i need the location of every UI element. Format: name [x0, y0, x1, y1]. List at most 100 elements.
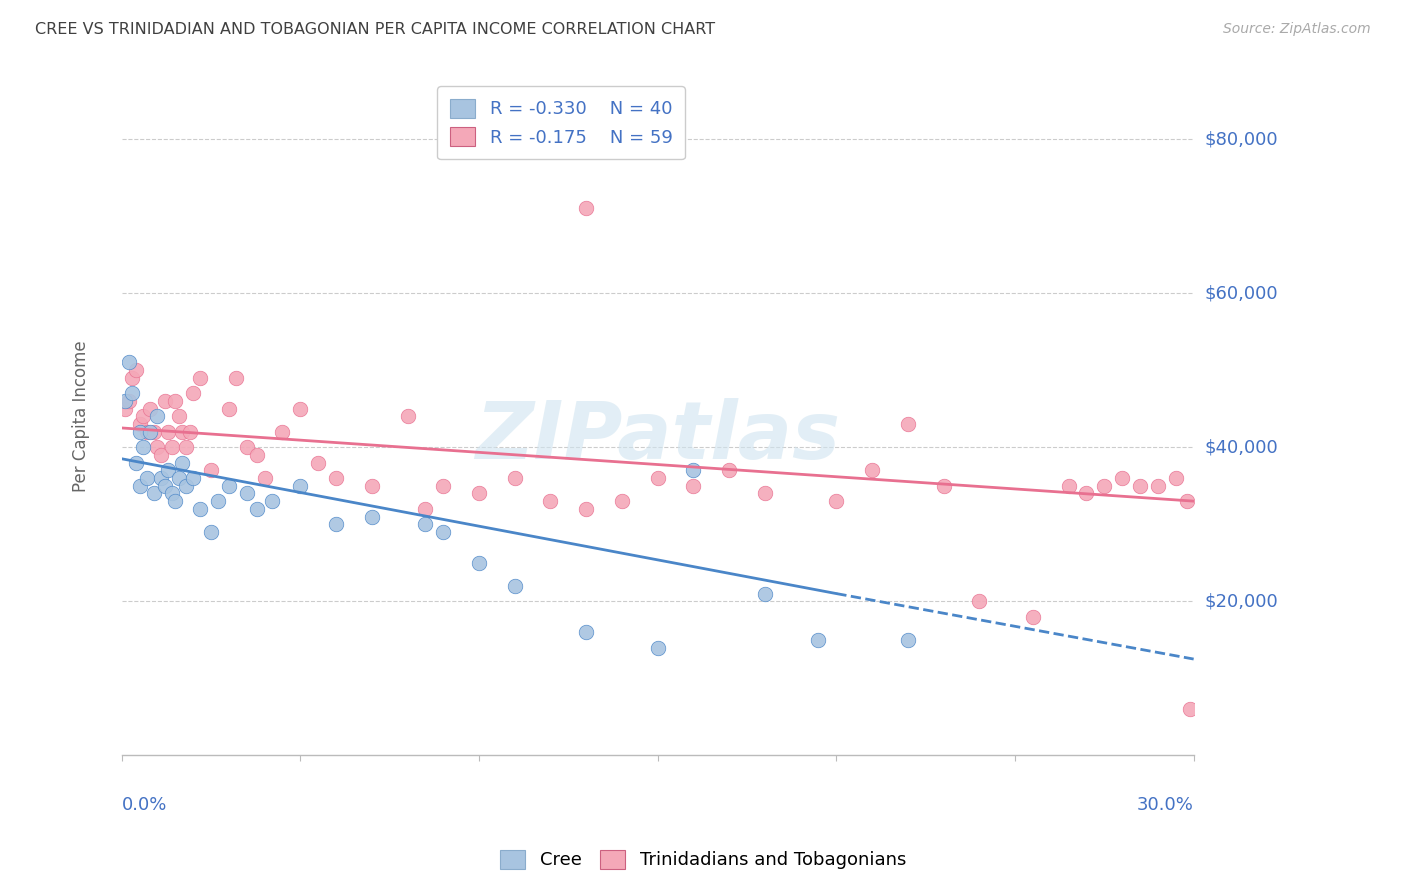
Point [153, 479, 176, 493]
Point [128, 479, 150, 493]
Point [181, 386, 204, 401]
Point [179, 425, 201, 439]
Point [174, 440, 197, 454]
Point [468, 556, 491, 570]
Point [121, 386, 143, 401]
Point [246, 501, 269, 516]
Point [128, 425, 150, 439]
Point [149, 471, 172, 485]
Point [932, 479, 955, 493]
Point [503, 579, 526, 593]
Point [807, 632, 830, 647]
Point [135, 425, 157, 439]
Point [253, 471, 276, 485]
Point [1129, 479, 1152, 493]
Point [897, 417, 920, 431]
Point [647, 640, 669, 655]
Point [218, 479, 240, 493]
Text: 30.0%: 30.0% [1137, 796, 1194, 814]
Point [825, 494, 848, 508]
Point [754, 586, 776, 600]
Text: Per Capita Income: Per Capita Income [72, 341, 90, 492]
Point [718, 463, 741, 477]
Point [167, 471, 190, 485]
Text: $60,000: $60,000 [1205, 285, 1278, 302]
Point [218, 401, 240, 416]
Point [157, 463, 180, 477]
Point [610, 494, 633, 508]
Point [157, 425, 180, 439]
Point [207, 494, 229, 508]
Point [325, 471, 347, 485]
Point [575, 202, 598, 216]
Point [153, 394, 176, 409]
Text: $40,000: $40,000 [1205, 438, 1278, 456]
Point [647, 471, 669, 485]
Point [121, 371, 143, 385]
Point [1175, 494, 1198, 508]
Legend: Cree, Trinidadians and Tobagonians: Cree, Trinidadians and Tobagonians [491, 841, 915, 879]
Point [188, 501, 211, 516]
Point [160, 440, 183, 454]
Point [1111, 471, 1133, 485]
Point [132, 409, 155, 424]
Point [575, 625, 598, 640]
Point [165, 394, 187, 409]
Point [146, 409, 169, 424]
Point [290, 479, 312, 493]
Point [1022, 609, 1045, 624]
Point [114, 401, 136, 416]
Text: Source: ZipAtlas.com: Source: ZipAtlas.com [1223, 22, 1371, 37]
Point [188, 371, 211, 385]
Text: $20,000: $20,000 [1205, 592, 1278, 610]
Point [307, 456, 329, 470]
Point [325, 517, 347, 532]
Point [246, 448, 269, 462]
Point [1178, 702, 1201, 716]
Point [415, 517, 437, 532]
Point [260, 494, 283, 508]
Point [271, 425, 294, 439]
Point [174, 479, 197, 493]
Point [165, 494, 187, 508]
Point [118, 394, 141, 409]
Point [432, 524, 454, 539]
Legend: R = -0.330    N = 40, R = -0.175    N = 59: R = -0.330 N = 40, R = -0.175 N = 59 [437, 87, 685, 160]
Point [142, 425, 165, 439]
Point [1164, 471, 1187, 485]
Point [125, 363, 148, 377]
Point [118, 355, 141, 369]
Point [360, 479, 382, 493]
Point [160, 486, 183, 500]
Point [114, 394, 136, 409]
Point [1147, 479, 1170, 493]
Point [132, 440, 155, 454]
Point [225, 371, 247, 385]
Point [290, 401, 312, 416]
Point [432, 479, 454, 493]
Point [754, 486, 776, 500]
Point [540, 494, 562, 508]
Point [682, 463, 704, 477]
Text: ZIPatlas: ZIPatlas [475, 398, 841, 475]
Point [967, 594, 990, 608]
Text: 0.0%: 0.0% [122, 796, 167, 814]
Point [897, 632, 920, 647]
Point [149, 448, 172, 462]
Point [139, 401, 162, 416]
Point [167, 409, 190, 424]
Point [146, 440, 169, 454]
Text: CREE VS TRINIDADIAN AND TOBAGONIAN PER CAPITA INCOME CORRELATION CHART: CREE VS TRINIDADIAN AND TOBAGONIAN PER C… [35, 22, 716, 37]
Point [139, 425, 162, 439]
Point [142, 486, 165, 500]
Point [128, 417, 150, 431]
Point [503, 471, 526, 485]
Point [181, 471, 204, 485]
Point [200, 463, 222, 477]
Point [396, 409, 419, 424]
Point [1057, 479, 1080, 493]
Text: $80,000: $80,000 [1205, 130, 1278, 148]
Point [860, 463, 883, 477]
Point [468, 486, 491, 500]
Point [200, 524, 222, 539]
